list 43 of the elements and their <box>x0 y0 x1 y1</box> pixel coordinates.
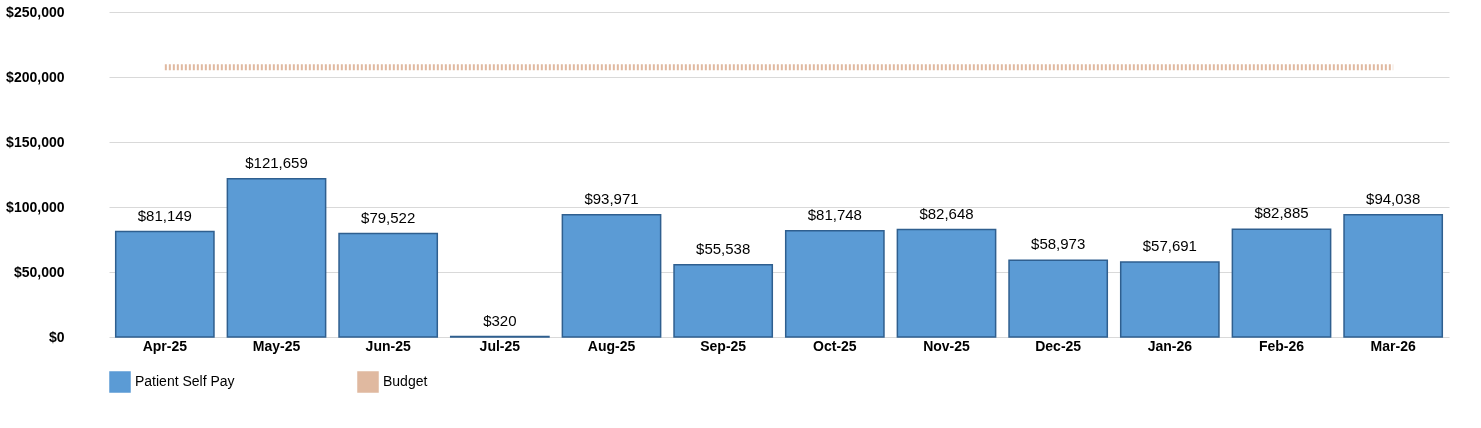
data-label: $79,522 <box>361 208 416 226</box>
bar <box>1008 259 1109 338</box>
bar <box>1119 261 1220 338</box>
bar <box>673 264 774 338</box>
bar <box>784 229 885 338</box>
data-label: $81,149 <box>137 206 192 224</box>
x-tick-label: Dec-25 <box>1035 337 1082 354</box>
x-tick-label: Aug-25 <box>587 337 636 354</box>
bar <box>896 228 997 338</box>
x-tick-label: Nov-25 <box>923 337 971 354</box>
data-label: $82,648 <box>919 204 974 222</box>
bar <box>1231 228 1332 338</box>
x-tick-label: Feb-26 <box>1258 337 1305 354</box>
y-tick-label: $50,000 <box>13 263 65 280</box>
bar <box>561 214 662 338</box>
data-label: $94,038 <box>1366 189 1421 207</box>
bar <box>338 232 439 338</box>
legend-label: Budget <box>383 373 428 389</box>
data-label: $121,659 <box>245 153 308 171</box>
data-label: $93,971 <box>584 189 639 207</box>
x-tick-label: May-25 <box>252 337 301 354</box>
data-label: $58,973 <box>1031 235 1086 253</box>
y-tick-label: $250,000 <box>6 3 65 20</box>
y-tick-label: $0 <box>48 328 65 345</box>
y-tick-label: $150,000 <box>6 133 65 150</box>
x-tick-label: Apr-25 <box>142 337 188 354</box>
data-label: $82,885 <box>1254 204 1309 222</box>
x-tick-label: Sep-25 <box>700 337 747 354</box>
x-tick-label: Jun-25 <box>365 337 411 354</box>
bar <box>114 230 215 338</box>
data-label: $57,691 <box>1142 237 1197 254</box>
legend-label: Patient Self Pay <box>135 373 235 389</box>
bar <box>1343 214 1444 338</box>
x-tick-label: Mar-26 <box>1370 337 1416 354</box>
y-tick-label: $200,000 <box>6 68 65 85</box>
bar <box>226 178 327 338</box>
data-label: $55,538 <box>696 239 751 257</box>
y-tick-label: $100,000 <box>6 198 65 215</box>
x-tick-label: Oct-25 <box>813 337 857 354</box>
x-tick-label: Jan-26 <box>1147 337 1193 354</box>
x-tick-label: Jul-25 <box>479 337 521 354</box>
data-label: $320 <box>483 311 517 329</box>
data-label: $81,748 <box>807 205 862 223</box>
